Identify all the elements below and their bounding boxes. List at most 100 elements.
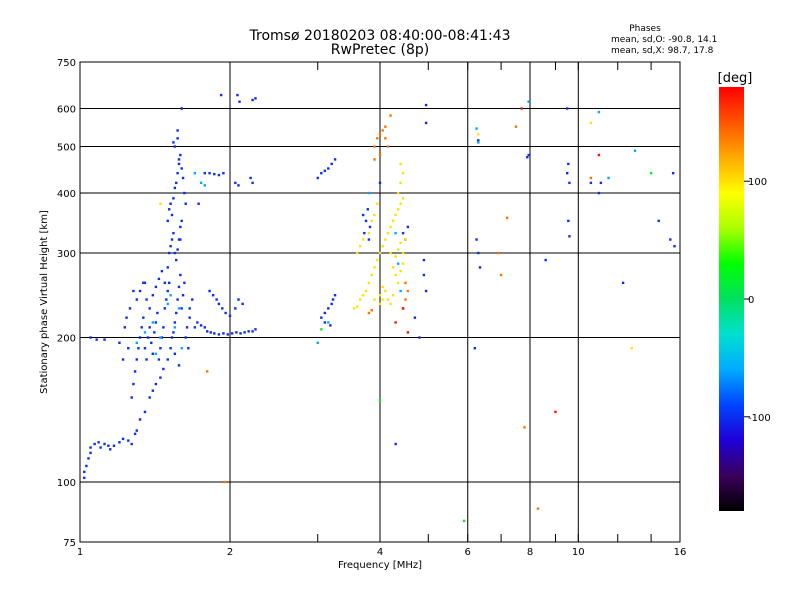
data-point: [358, 244, 362, 248]
colorbar-ticks: 100 0 -100: [744, 177, 771, 424]
data-point: [589, 121, 593, 125]
data-point: [121, 358, 125, 361]
data-point: [396, 262, 400, 265]
data-point: [135, 429, 138, 432]
colorbar-tick-label: 0: [748, 295, 754, 306]
data-point: [523, 426, 526, 429]
data-point: [169, 244, 172, 248]
data-point: [228, 314, 232, 317]
data-point: [138, 336, 142, 339]
data-point: [320, 171, 323, 175]
data-point: [226, 333, 230, 336]
data-point: [143, 331, 147, 334]
data-point: [208, 171, 211, 175]
data-point: [205, 370, 209, 373]
data-point: [333, 294, 337, 297]
x-tick-label: 10: [572, 547, 585, 558]
data-point: [177, 307, 181, 310]
data-point: [394, 213, 397, 217]
data-point: [130, 396, 133, 399]
data-point: [505, 216, 509, 220]
data-point: [396, 248, 400, 251]
x-axis-title: Frequency [MHz]: [338, 560, 422, 571]
data-point: [199, 181, 203, 185]
data-point: [243, 331, 246, 334]
grid-lines: [80, 62, 680, 542]
y-tick-label: 400: [57, 189, 76, 200]
data-point: [378, 399, 382, 402]
data-point: [230, 332, 234, 335]
data-point: [477, 251, 480, 255]
data-point: [138, 418, 142, 421]
data-point: [391, 294, 395, 297]
y-tick-label: 100: [57, 478, 76, 489]
data-point: [368, 225, 372, 229]
data-point: [554, 410, 557, 414]
data-point: [378, 302, 382, 306]
data-point: [223, 480, 226, 484]
data-point: [394, 273, 397, 277]
data-point: [151, 294, 155, 297]
data-point: [254, 97, 257, 100]
data-point: [123, 326, 126, 329]
data-point: [330, 162, 333, 166]
data-points: [83, 93, 676, 523]
data-point: [208, 289, 211, 293]
data-point: [406, 289, 410, 293]
data-point: [125, 316, 128, 319]
data-point: [142, 316, 145, 319]
data-point: [418, 336, 421, 339]
data-point: [327, 167, 330, 170]
data-point: [183, 191, 186, 195]
data-point: [237, 298, 240, 301]
data-point: [219, 93, 223, 97]
data-point: [176, 129, 179, 132]
data-point: [401, 251, 405, 255]
data-point: [399, 241, 402, 245]
data-point: [544, 258, 547, 262]
data-point: [135, 358, 138, 361]
data-point: [358, 298, 362, 301]
data-point: [191, 298, 194, 301]
data-point: [130, 442, 133, 446]
data-point: [361, 213, 365, 217]
data-point: [188, 307, 191, 310]
data-point: [320, 316, 323, 319]
data-point: [478, 266, 482, 269]
data-point: [367, 238, 371, 241]
data-point: [333, 158, 337, 161]
data-point: [401, 307, 405, 310]
data-point: [209, 331, 212, 334]
data-point: [329, 324, 332, 327]
data-point: [567, 162, 570, 166]
data-point: [378, 251, 382, 255]
data-point: [568, 181, 571, 185]
data-point: [386, 231, 390, 235]
data-point: [172, 331, 175, 334]
data-point: [413, 316, 417, 319]
data-point: [177, 285, 181, 289]
data-point: [355, 251, 359, 255]
phase-stats-x-mode: mean, sd,X: 98.7, 17.8: [611, 46, 714, 56]
data-point: [473, 347, 477, 350]
data-point: [378, 153, 382, 157]
data-point: [381, 244, 384, 248]
data-point: [170, 213, 174, 217]
colorbar-tick-label: -100: [748, 413, 771, 424]
data-point: [589, 181, 593, 185]
y-tick-label: 75: [63, 538, 76, 549]
data-point: [118, 441, 121, 444]
data-point: [224, 311, 227, 315]
data-point: [166, 302, 169, 306]
data-point: [132, 289, 135, 293]
data-point: [173, 145, 177, 148]
y-tick-label: 300: [57, 249, 76, 260]
data-point: [477, 133, 480, 136]
y-tick-label: 200: [57, 334, 76, 345]
data-point: [366, 208, 369, 211]
data-point: [381, 285, 384, 289]
data-point: [127, 439, 130, 442]
data-point: [160, 336, 164, 339]
data-point: [386, 298, 390, 301]
data-point: [589, 176, 593, 180]
